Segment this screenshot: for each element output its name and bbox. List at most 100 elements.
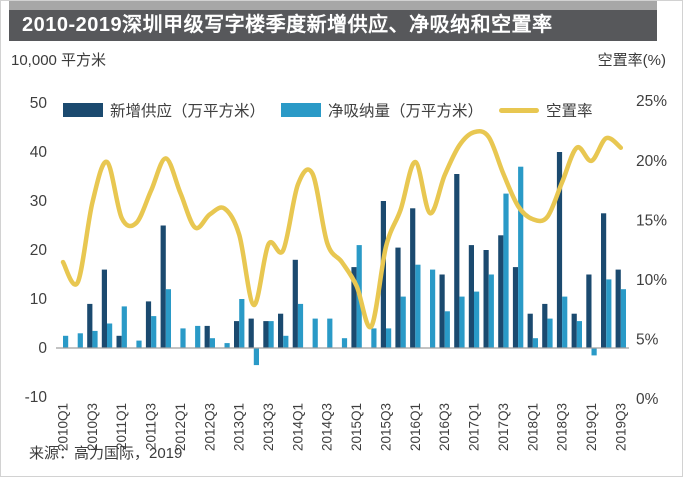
x-axis-tick-label: 2016Q1: [408, 403, 423, 451]
absorption-bar: [312, 318, 318, 348]
absorption-bar: [121, 306, 127, 348]
supply-bar: [263, 321, 269, 348]
left-axis-tick-label: 30: [30, 193, 48, 210]
x-axis-tick-label: 2010Q1: [56, 403, 71, 451]
supply-bar: [248, 318, 254, 348]
left-axis-tick-label: 20: [30, 242, 48, 259]
x-axis-tick-label: 2011Q1: [114, 403, 129, 450]
left-axis-tick-label: 10: [30, 291, 48, 308]
supply-bar: [160, 225, 166, 348]
absorption-bar: [283, 335, 289, 349]
supply-bar: [292, 259, 298, 348]
chart-title-banner: 2010-2019深圳甲级写字楼季度新增供应、净吸纳和空置率: [9, 10, 657, 41]
absorption-bar: [415, 264, 421, 348]
x-axis-tick-label: 2012Q3: [202, 403, 217, 451]
supply-bar: [145, 301, 152, 348]
absorption-bar: [371, 328, 377, 348]
left-axis-tick-label: 40: [30, 144, 48, 161]
absorption-bar: [400, 296, 406, 348]
supply-bar: [615, 269, 621, 348]
supply-bar: [116, 335, 122, 349]
supply-bar: [380, 201, 386, 348]
supply-bar: [527, 313, 533, 348]
supply-bar: [410, 208, 416, 348]
x-axis-tick-label: 2013Q1: [232, 403, 247, 451]
supply-bar: [101, 269, 107, 348]
right-axis-tick-label: 15%: [636, 212, 667, 229]
absorption-bar: [386, 328, 392, 348]
absorption-bar: [430, 269, 436, 348]
x-axis-tick-label: 2011Q3: [144, 403, 159, 450]
absorption-bar: [341, 338, 348, 348]
x-axis-tick-label: 2017Q1: [467, 403, 482, 451]
vacancy-rate-line: [60, 129, 624, 330]
x-axis-tick-label: 2018Q3: [555, 403, 570, 451]
vacancy-line-swatch-icon: [499, 107, 540, 113]
legend-label-vacancy: 空置率: [546, 103, 593, 120]
absorption-bar: [488, 274, 494, 348]
absorption-bar: [136, 340, 142, 348]
legend-item-vacancy: 空置率: [499, 99, 593, 121]
absorption-bar: [180, 328, 186, 348]
x-axis-tick-label: 2016Q3: [437, 403, 452, 451]
supply-bar: [571, 313, 577, 348]
right-axis-tick-label: 0%: [636, 391, 659, 408]
x-axis-tick-label: 2019Q3: [613, 403, 628, 451]
supply-bar: [204, 325, 210, 348]
chart-title: 2010-2019深圳甲级写字楼季度新增供应、净吸纳和空置率: [22, 14, 553, 36]
absorption-bar: [327, 318, 333, 348]
absorption-bar: [253, 348, 259, 366]
absorption-bar: [151, 316, 157, 348]
left-axis-tick-label: 50: [30, 95, 48, 112]
absorption-bar: [576, 321, 582, 348]
legend-label-supply: 新增供应（万平方米）: [110, 103, 266, 120]
absorption-bar: [503, 193, 509, 348]
absorption-bar: [562, 296, 568, 348]
x-axis-tick-label: 2018Q1: [525, 403, 540, 451]
legend-label-absorption: 净吸纳量（万平方米）: [328, 103, 484, 120]
supply-bar: [395, 247, 401, 348]
right-axis-tick-label: 25%: [636, 93, 667, 110]
absorption-bar: [195, 325, 201, 348]
x-axis-tick-label: 2010Q3: [85, 403, 100, 451]
absorption-bar: [547, 318, 553, 348]
source-note: 来源：高力国际，2019: [29, 445, 183, 462]
right-axis-tick-label: 5%: [636, 332, 659, 349]
legend: 新增供应（万平方米） 净吸纳量（万平方米） 空置率: [63, 99, 593, 121]
supply-bar: [278, 313, 284, 348]
x-axis-tick-label: 2012Q1: [173, 403, 188, 451]
supply-bar: [439, 274, 445, 348]
supply-bar: [542, 303, 548, 348]
x-axis-tick-label: 2017Q3: [496, 403, 511, 451]
supply-bar: [483, 250, 489, 348]
absorption-bar: [224, 343, 230, 348]
supply-bar: [498, 235, 504, 348]
absorption-bar: [459, 296, 465, 348]
legend-item-supply: 新增供应（万平方米）: [63, 99, 265, 121]
absorption-bar: [591, 348, 597, 356]
absorption-bar: [620, 289, 626, 348]
x-axis-tick-label: 2014Q3: [320, 403, 335, 451]
absorption-swatch-icon: [281, 103, 322, 117]
x-axis-tick-label: 2013Q3: [261, 403, 276, 451]
x-axis-tick-label: 2015Q3: [379, 403, 394, 451]
supply-bar: [512, 267, 519, 348]
x-axis-tick-label: 2019Q1: [584, 403, 599, 451]
absorption-bar: [77, 333, 83, 348]
banner-top-strip: [9, 1, 657, 10]
left-axis-tick-label: 0: [38, 340, 47, 357]
absorption-bar: [518, 166, 524, 348]
absorption-bar: [444, 311, 450, 349]
absorption-bar: [209, 338, 215, 348]
absorption-bar: [268, 321, 274, 348]
x-axis-tick-label: 2014Q1: [290, 403, 305, 451]
supply-bar: [351, 267, 357, 348]
x-axis-tick-label: 2015Q1: [349, 403, 364, 451]
absorption-bar: [606, 279, 612, 348]
supply-swatch-icon: [63, 103, 103, 117]
left-axis-tick-label: -10: [25, 389, 48, 406]
left-axis-title: 10,000 平方米: [11, 52, 107, 69]
absorption-bar: [297, 303, 304, 348]
